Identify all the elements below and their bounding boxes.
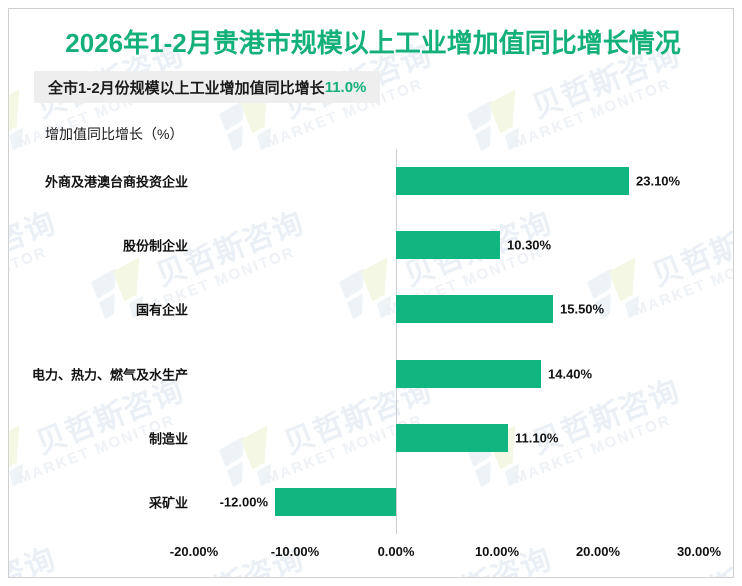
category-label: 外商及港澳台商投资企业 <box>44 174 188 190</box>
gridline <box>497 149 498 534</box>
subtitle-banner: 全市1-2月份规模以上工业增加值同比增长 11.0% <box>34 71 381 103</box>
category-label: 采矿业 <box>148 495 188 511</box>
bar <box>396 360 541 388</box>
x-tick-label: 30.00% <box>676 544 722 559</box>
x-tick-label: -20.00% <box>169 544 219 559</box>
axis-caption: 增加值同比增长（%） <box>45 126 184 142</box>
category-label: 电力、热力、燃气及水生产 <box>31 367 188 383</box>
bar <box>275 488 396 516</box>
gridline <box>194 149 195 534</box>
bar-value-label: 11.10% <box>515 430 559 446</box>
page-title: 2026年1-2月贵港市规模以上工业增加值同比增长情况 <box>65 28 681 58</box>
gridline <box>295 149 296 534</box>
bar-value-label: 15.50% <box>560 301 605 317</box>
category-label: 国有企业 <box>135 302 188 318</box>
bar-value-label: -12.00% <box>219 494 268 510</box>
x-tick-label: 0.00% <box>377 544 415 559</box>
x-tick-label: 20.00% <box>575 544 621 559</box>
bar-value-label: 10.30% <box>507 237 552 253</box>
bar-value-label: 23.10% <box>636 173 681 189</box>
x-tick-label: -10.00% <box>270 544 320 559</box>
bar <box>396 295 553 323</box>
bar <box>396 424 508 452</box>
bar <box>396 231 500 259</box>
category-label: 股份制企业 <box>122 238 188 254</box>
bar <box>396 167 629 195</box>
x-tick-label: 10.00% <box>474 544 520 559</box>
subtitle-value: 11.0% <box>324 78 367 96</box>
bar-chart-plot: 外商及港澳台商投资企业 23.10% 股份制企业 10.30% 国有企业 15.50% 电力… <box>9 9 733 577</box>
category-label: 制造业 <box>148 431 188 447</box>
gridline <box>699 149 700 534</box>
bar-value-label: 14.40% <box>548 366 593 382</box>
gridline <box>598 149 599 534</box>
gridline <box>396 149 397 534</box>
subtitle-text: 全市1-2月份规模以上工业增加值同比增长 <box>48 79 325 97</box>
